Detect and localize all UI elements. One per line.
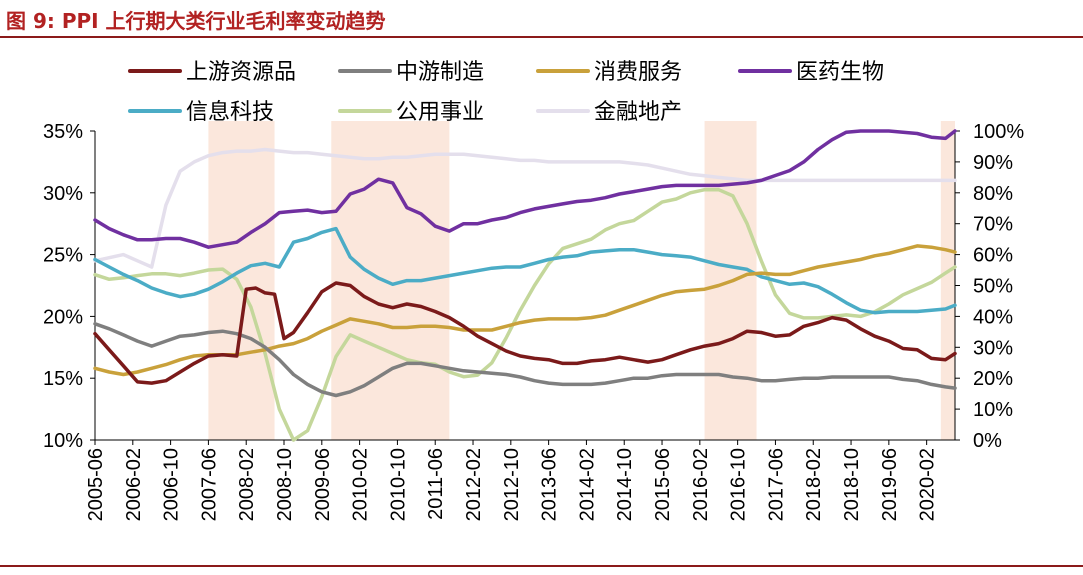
x-tick-label: 2017-06 (765, 448, 787, 521)
right-tick-label: 20% (973, 368, 1013, 390)
series-line (93, 187, 957, 442)
legend-label: 中游制造 (396, 60, 484, 85)
right-tick-label: 60% (973, 245, 1013, 267)
left-tick-label: 35% (43, 121, 83, 143)
axes: 10% 15% 20% 25% 30% 35% 0% 10% 20% 30% 40% 50% 60% 70… (43, 121, 1024, 521)
figure-title: 图 9: PPI 上行期大类行业毛利率变动趋势 (6, 9, 386, 33)
right-tick-label: 70% (973, 214, 1013, 236)
x-tick-label: 2020-02 (917, 448, 939, 521)
x-tick-label: 2013-06 (539, 448, 561, 521)
x-tick-label: 2006-02 (123, 448, 145, 521)
x-tick-label: 2008-02 (236, 448, 258, 521)
x-tick-label: 2012-02 (463, 448, 485, 521)
right-tick-label: 40% (973, 306, 1013, 328)
shaded-period (208, 121, 275, 440)
left-tick-label: 25% (43, 245, 83, 267)
left-tick-label: 15% (43, 368, 83, 390)
x-tick-label: 2009-06 (312, 448, 334, 521)
right-tick-label: 10% (973, 399, 1013, 421)
shaded-periods (208, 121, 955, 440)
x-tick-label: 2005-06 (85, 448, 107, 521)
series-line (93, 147, 957, 269)
x-tick-label: 2006-10 (161, 448, 183, 521)
series-line (93, 244, 957, 377)
x-tick-label: 2019-06 (879, 448, 901, 521)
right-tick-label: 0% (973, 430, 1002, 452)
x-tick-label: 2010-02 (350, 448, 372, 521)
right-tick-label: 100% (973, 121, 1024, 143)
x-tick-label: 2010-10 (387, 448, 409, 521)
right-tick-label: 90% (973, 152, 1013, 174)
legend-label: 信息科技 (186, 100, 274, 125)
shaded-period (940, 121, 955, 440)
right-tick-label: 30% (973, 337, 1013, 359)
left-tick-label: 10% (43, 430, 83, 452)
legend-label: 金融地产 (594, 100, 682, 125)
series-line (93, 226, 957, 315)
left-tick-label: 30% (43, 183, 83, 205)
series-layer (93, 129, 957, 442)
x-tick-label: 2016-02 (690, 448, 712, 521)
right-tick-label: 50% (973, 276, 1013, 298)
right-tick-label: 80% (973, 183, 1013, 205)
series-line (93, 281, 957, 385)
legend-label: 上游资源品 (186, 60, 296, 85)
x-tick-label: 2015-06 (652, 448, 674, 521)
x-tick-label: 2016-10 (728, 448, 750, 521)
legend-label: 消费服务 (594, 60, 682, 85)
legend-label: 公用事业 (396, 100, 484, 125)
x-tick-label: 2012-10 (501, 448, 523, 521)
x-tick-label: 2011-06 (425, 448, 447, 520)
x-tick-label: 2008-10 (274, 448, 296, 521)
x-tick-label: 2018-10 (841, 448, 863, 521)
x-tick-label: 2018-02 (803, 448, 825, 521)
x-tick-label: 2014-10 (614, 448, 636, 521)
series-line (93, 129, 957, 249)
x-tick-label: 2014-02 (576, 448, 598, 521)
x-tick-label: 2007-06 (198, 448, 220, 521)
legend-label: 医药生物 (796, 60, 884, 85)
left-tick-label: 20% (43, 306, 83, 328)
